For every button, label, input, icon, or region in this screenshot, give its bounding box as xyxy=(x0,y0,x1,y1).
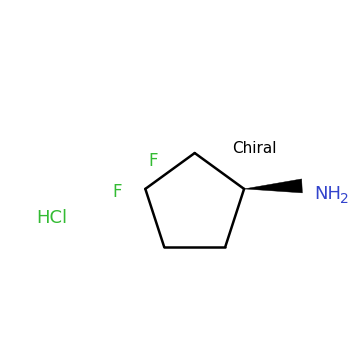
Text: Chiral: Chiral xyxy=(232,141,277,155)
Polygon shape xyxy=(244,179,302,193)
Text: F: F xyxy=(113,183,122,201)
Text: F: F xyxy=(148,152,158,170)
Text: NH: NH xyxy=(314,185,341,203)
Text: HCl: HCl xyxy=(36,209,68,227)
Text: 2: 2 xyxy=(340,192,349,206)
